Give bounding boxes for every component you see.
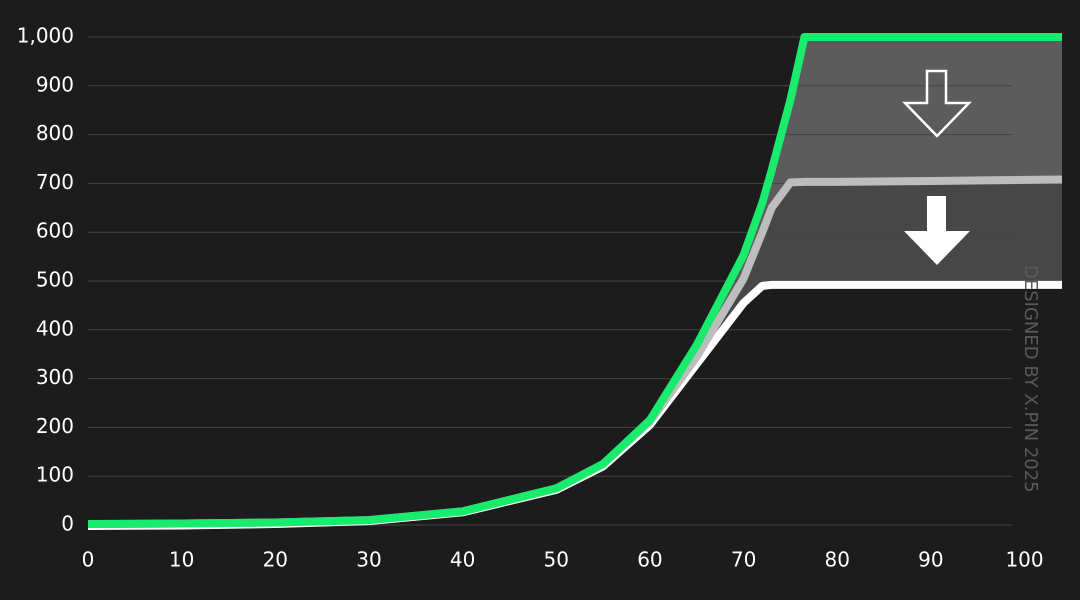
solid-arrow	[904, 196, 970, 265]
x-tick-label: 40	[450, 548, 475, 572]
series-line	[87, 280, 1062, 530]
y-tick-label: 600	[36, 219, 74, 243]
x-tick-label: 80	[825, 548, 850, 572]
y-tick-label: 200	[36, 414, 74, 438]
grid: 0 100 200 300 400 500 600 700 800 900 1,000 0 10 20 30…	[17, 24, 1044, 572]
lines	[87, 33, 1063, 530]
y-tick-label: 900	[36, 72, 74, 96]
band-fill	[88, 179, 1062, 526]
y-tick-label: 400	[36, 316, 74, 340]
x-tick-label: 50	[544, 548, 569, 572]
bands	[88, 37, 1062, 526]
x-tick-label: 90	[918, 548, 943, 572]
y-tick-label: 300	[36, 365, 74, 389]
y-tick-label: 100	[36, 463, 74, 487]
x-tick-label: 20	[263, 548, 288, 572]
series-line	[87, 33, 1062, 529]
outline-arrow	[902, 69, 972, 138]
band-fill	[88, 37, 1062, 525]
x-tick-label: 70	[731, 548, 756, 572]
y-tick-label: 500	[36, 268, 74, 292]
y-tick-label: 1,000	[17, 24, 74, 48]
x-tick-label: 100	[1005, 548, 1043, 572]
y-tick-label: 800	[36, 121, 74, 145]
y-tick-label: 0	[61, 512, 74, 536]
x-tick-label: 60	[637, 548, 662, 572]
watermark: DESIGNED BY X.PIN 2025	[1020, 265, 1041, 493]
y-tick-label: 700	[36, 170, 74, 194]
x-tick-label: 30	[356, 548, 381, 572]
x-tick-label: 0	[82, 548, 95, 572]
x-tick-label: 10	[169, 548, 194, 572]
